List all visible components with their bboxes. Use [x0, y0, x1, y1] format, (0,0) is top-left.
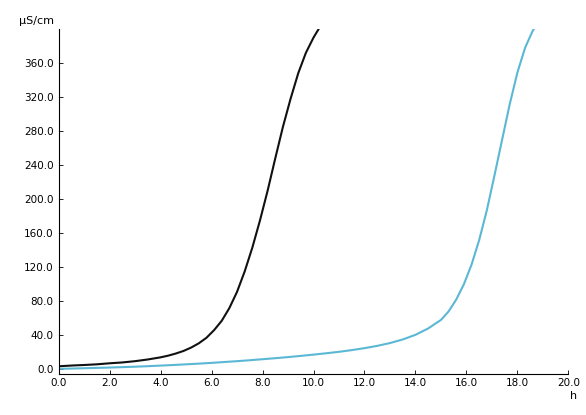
Y-axis label: μS/cm: μS/cm [19, 16, 53, 26]
X-axis label: h: h [570, 391, 577, 401]
